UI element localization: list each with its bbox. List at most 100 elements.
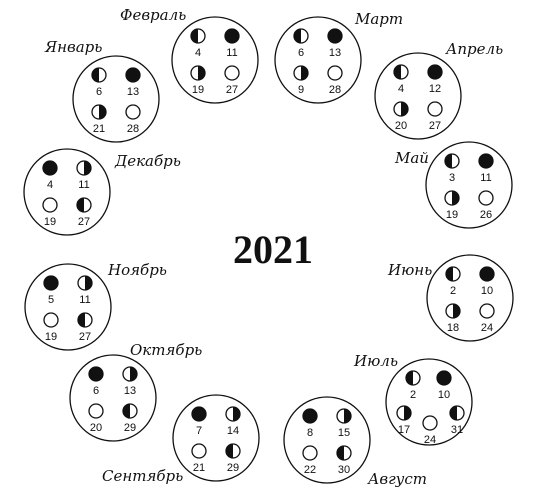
moon-new-icon <box>327 28 343 44</box>
phase-day: 11 <box>226 47 237 59</box>
phase-day: 4 <box>195 47 201 59</box>
moon-first-quarter-icon <box>122 366 138 382</box>
moon-last-quarter-icon <box>225 443 241 459</box>
phase-day: 31 <box>451 424 463 436</box>
phase-day: 4 <box>47 179 53 191</box>
phase-day: 24 <box>481 322 493 334</box>
phase-day: 11 <box>78 179 89 191</box>
moon-new-icon <box>478 153 494 169</box>
phase-day: 14 <box>227 425 239 437</box>
phase-day: 2 <box>410 389 416 401</box>
phase-day: 6 <box>96 86 102 98</box>
phase-day: 5 <box>48 294 54 306</box>
phase-day: 21 <box>193 462 205 474</box>
phase-day: 13 <box>329 47 341 59</box>
month-name: Июль <box>353 352 398 370</box>
moon-new-icon <box>191 406 207 422</box>
month-ring <box>69 354 157 442</box>
moon-new-icon <box>42 160 58 176</box>
moon-last-quarter-icon <box>76 197 92 213</box>
month-ring <box>426 254 514 342</box>
moon-first-quarter-icon <box>293 65 309 81</box>
moon-first-quarter-icon <box>396 405 412 421</box>
month-jan: Январь 6 13 21 28 <box>44 38 160 143</box>
month-feb: Февраль 4 11 19 27 <box>120 6 259 104</box>
moon-last-quarter-icon <box>122 403 138 419</box>
moon-full-icon <box>302 445 318 461</box>
moon-full-icon <box>224 65 240 81</box>
month-apr: Апрель 4 12 20 27 <box>374 40 503 140</box>
phase-day: 24 <box>424 434 436 446</box>
phase-day: 29 <box>227 462 239 474</box>
phase-day: 20 <box>395 120 407 132</box>
month-mar: Март 6 13 9 28 <box>274 10 403 104</box>
phase-day: 26 <box>480 209 492 221</box>
moon-new-icon <box>125 67 141 83</box>
phase-day: 17 <box>398 424 410 436</box>
moon-last-quarter-icon <box>393 64 409 80</box>
moon-new-icon <box>302 408 318 424</box>
month-ring <box>374 52 462 140</box>
month-jul: Июль 2 10 17 24 31 <box>353 352 473 446</box>
month-name: Февраль <box>120 6 186 24</box>
moon-first-quarter-icon <box>336 408 352 424</box>
phase-day: 22 <box>304 464 316 476</box>
moon-first-quarter-icon <box>77 275 93 291</box>
month-name: Май <box>394 149 429 167</box>
phase-day: 6 <box>298 47 304 59</box>
month-name: Сентябрь <box>102 467 183 485</box>
phase-day: 27 <box>78 216 90 228</box>
month-ring <box>23 148 111 236</box>
phase-day: 7 <box>196 425 202 437</box>
month-name: Апрель <box>445 40 503 58</box>
moon-last-quarter-icon <box>190 28 206 44</box>
phase-day: 19 <box>44 216 56 228</box>
month-ring <box>24 263 112 351</box>
moon-new-icon <box>224 28 240 44</box>
moon-new-icon <box>427 64 443 80</box>
phase-day: 15 <box>338 427 350 439</box>
month-aug: Август 8 15 22 30 <box>283 396 427 488</box>
moon-last-quarter-icon <box>405 370 421 386</box>
phase-day: 13 <box>127 86 139 98</box>
moon-full-icon <box>422 415 438 431</box>
moon-new-icon <box>43 275 59 291</box>
phase-day: 27 <box>429 120 441 132</box>
moon-first-quarter-icon <box>225 406 241 422</box>
phase-day: 2 <box>450 285 456 297</box>
moon-new-icon <box>88 366 104 382</box>
moon-first-quarter-icon <box>76 160 92 176</box>
month-name: Октябрь <box>130 341 202 359</box>
phase-day: 3 <box>449 172 455 184</box>
phase-day: 13 <box>124 385 136 397</box>
moon-last-quarter-icon <box>293 28 309 44</box>
month-ring <box>172 394 260 482</box>
month-jun: Июнь 2 10 18 24 <box>387 254 514 342</box>
phase-day: 27 <box>79 331 91 343</box>
month-ring <box>385 358 473 446</box>
phase-day: 9 <box>298 84 304 96</box>
month-ring <box>425 141 513 229</box>
phase-day: 10 <box>481 285 493 297</box>
moon-full-icon <box>478 190 494 206</box>
phase-day: 19 <box>45 331 57 343</box>
phase-day: 19 <box>446 209 458 221</box>
phase-day: 21 <box>93 123 105 135</box>
moon-full-icon <box>43 312 59 328</box>
phase-day: 11 <box>480 172 491 184</box>
phase-day: 12 <box>429 83 441 95</box>
month-name: Март <box>354 10 403 28</box>
moon-full-icon <box>479 303 495 319</box>
month-name: Ноябрь <box>107 261 167 279</box>
month-ring <box>283 396 371 484</box>
month-name: Декабрь <box>114 152 181 170</box>
moon-last-quarter-icon <box>91 67 107 83</box>
phase-day: 18 <box>447 322 459 334</box>
moon-full-icon <box>125 104 141 120</box>
moon-last-quarter-icon <box>445 266 461 282</box>
phase-day: 10 <box>438 389 450 401</box>
month-ring <box>171 16 259 104</box>
phase-day: 20 <box>90 422 102 434</box>
month-ring <box>274 16 362 104</box>
